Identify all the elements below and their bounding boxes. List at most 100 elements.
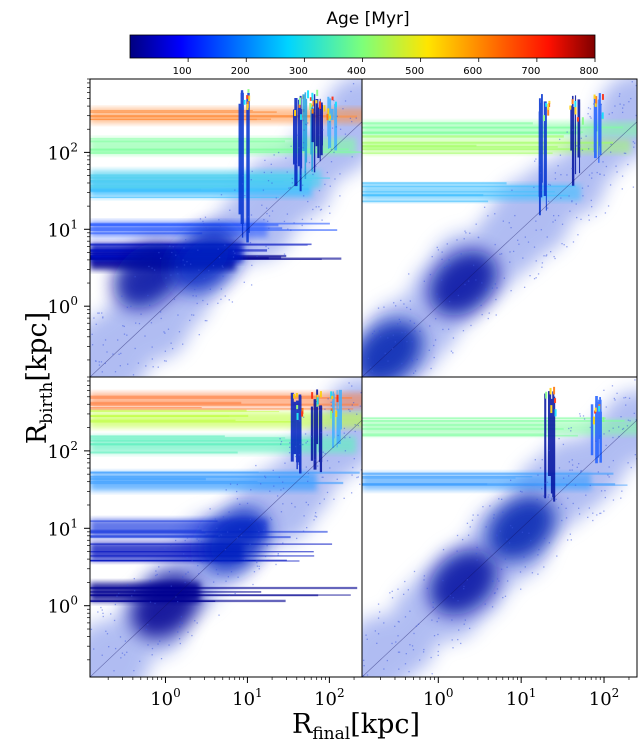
scatter-point: [326, 434, 328, 436]
scatter-point: [540, 487, 543, 490]
scatter-point: [344, 450, 347, 452]
scatter-point: [196, 285, 199, 287]
scatter-point: [436, 293, 438, 295]
column-tip: [326, 113, 329, 121]
scatter-point: [122, 325, 124, 327]
scatter-point: [289, 186, 292, 189]
scatter-point: [302, 443, 304, 446]
scatter-point: [263, 219, 265, 221]
scatter-point: [307, 122, 309, 124]
scatter-point: [183, 264, 186, 266]
scatter-point: [297, 134, 299, 136]
scatter-point: [614, 105, 616, 107]
scatter-point: [301, 224, 303, 227]
scatter-point: [446, 265, 448, 267]
y-tick-label-1: 101: [47, 516, 78, 540]
scatter-point: [457, 294, 460, 297]
scatter-point: [349, 410, 351, 412]
scatter-point: [379, 336, 382, 338]
scatter-point: [590, 117, 592, 119]
scatter-point: [623, 152, 626, 154]
scatter-point: [113, 670, 115, 672]
scatter-point: [589, 484, 591, 487]
scatter-point: [477, 236, 480, 239]
scatter-point: [511, 527, 514, 529]
scatter-point: [101, 371, 103, 373]
scatter-point: [91, 710, 92, 711]
column-tip: [246, 95, 249, 99]
scatter-point: [634, 379, 636, 381]
scatter-point: [409, 320, 411, 322]
scatter-point: [94, 729, 95, 730]
scatter-point: [294, 445, 297, 448]
scatter-point: [400, 299, 402, 302]
scatter-point: [214, 518, 216, 520]
scatter-point: [452, 647, 454, 649]
colorbar: Age [Myr] 100 200 300 400 500 600 700 800: [129, 9, 599, 77]
column-tip: [549, 387, 552, 395]
diagonal-line: [90, 121, 362, 377]
scatter-point: [194, 288, 196, 291]
scatter-point: [290, 145, 292, 147]
scatter-point: [168, 644, 170, 646]
scatter-point: [569, 533, 571, 535]
scatter-point: [577, 234, 579, 236]
scatter-point: [270, 171, 273, 174]
scatter-point: [610, 143, 612, 145]
scatter-point: [378, 330, 381, 332]
scatter-point: [599, 512, 601, 515]
scatter-point: [100, 361, 103, 363]
column-tip: [293, 393, 296, 399]
scatter-point: [415, 625, 418, 627]
scatter-point: [343, 497, 345, 499]
scatter-point: [536, 498, 538, 501]
scatter-point: [537, 273, 540, 275]
scatter-point: [158, 251, 160, 254]
scatter-point: [333, 498, 335, 500]
scatter-point: [487, 215, 489, 217]
scatter-point: [282, 503, 284, 505]
scatter-point: [273, 154, 275, 156]
scatter-point: [239, 528, 241, 530]
scatter-point: [597, 471, 600, 473]
scatter-point: [291, 182, 294, 184]
scatter-point: [576, 216, 578, 219]
column-tip: [569, 105, 572, 110]
panel-bottom-left: 100 101 102 100 101 102: [47, 376, 363, 730]
panel-bottom-right: 100 101 102: [361, 376, 638, 710]
scatter-dust: [91, 79, 362, 376]
scatter-point: [164, 547, 166, 550]
column-0: [544, 386, 557, 502]
x-axis-label: Rfinal[kpc]: [292, 709, 420, 741]
scatter-point: [462, 330, 465, 332]
scatter-point: [522, 257, 524, 259]
scatter-point: [284, 462, 286, 464]
scatter-point: [217, 573, 219, 575]
scatter-point: [541, 266, 543, 268]
scatter-point: [574, 484, 577, 486]
scatter-point: [546, 254, 548, 256]
scatter-point: [499, 530, 502, 532]
scatter-point: [555, 498, 557, 500]
scatter-point: [407, 589, 409, 591]
scatter-point: [100, 711, 101, 712]
scatter-point: [196, 302, 198, 305]
column-tip: [319, 101, 322, 109]
column-tip: [594, 410, 597, 414]
scatter-point: [307, 200, 309, 203]
scatter-point: [540, 172, 542, 174]
scatter-point: [247, 216, 250, 218]
scatter-point: [619, 93, 621, 95]
scatter-point: [351, 474, 353, 476]
scatter-point: [194, 620, 196, 622]
scatter-point: [580, 471, 582, 473]
scatter-point: [349, 117, 352, 120]
scatter-point: [153, 269, 156, 271]
scatter-point: [591, 172, 593, 174]
scatter-point: [581, 187, 584, 189]
scatter-point: [565, 507, 567, 509]
scatter-point: [609, 184, 612, 186]
scatter-point: [336, 478, 338, 480]
scatter-point: [228, 511, 230, 513]
scatter-point: [268, 227, 270, 229]
